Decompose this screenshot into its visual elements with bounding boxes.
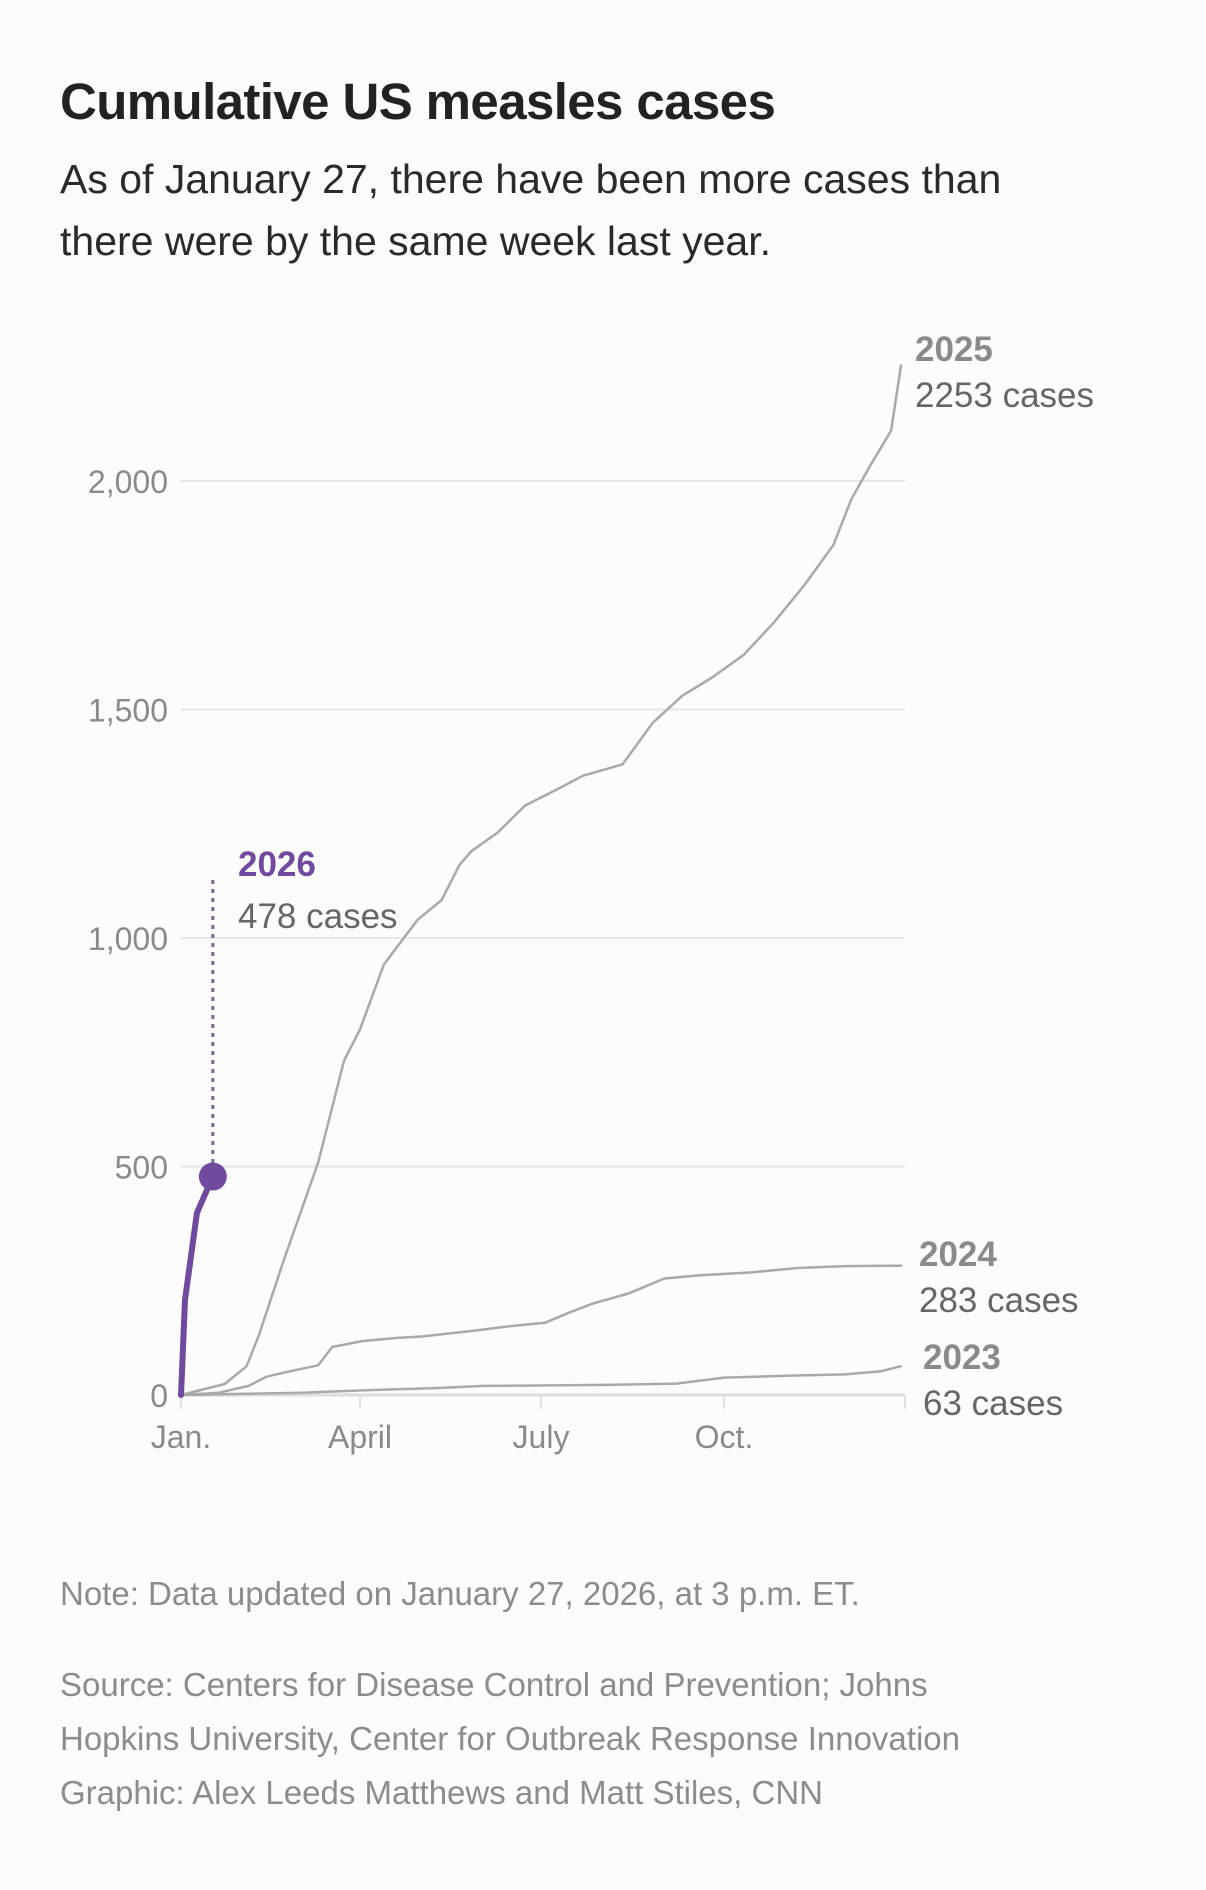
y-tick-label: 0 (150, 1378, 168, 1414)
y-tick-label: 2,000 (88, 464, 168, 500)
series-line-2024 (179, 1264, 903, 1397)
series-year-label: 2026 (238, 845, 316, 884)
latest-value-dot (198, 1162, 227, 1191)
x-tick-label: July (513, 1419, 570, 1455)
series-value-label: 2253 cases (915, 376, 1094, 415)
series-year-label: 2023 (923, 1338, 1001, 1377)
chart-subtitle: As of January 27, there have been more c… (60, 156, 1002, 264)
series-line-2025 (179, 364, 903, 1397)
y-tick-label: 1,000 (88, 921, 168, 957)
series-line-2026 (178, 1173, 216, 1398)
source-line: Source: Centers for Disease Control and … (60, 1666, 928, 1703)
series-value-label: 283 cases (919, 1281, 1079, 1320)
source-credits: Source: Centers for Disease Control and … (60, 1658, 1180, 1820)
note: Note: Data updated on January 27, 2026, … (60, 1575, 860, 1612)
chart-title: Cumulative US measles cases (60, 73, 776, 130)
series-lines (178, 364, 903, 1398)
series-line-2023 (179, 1364, 903, 1397)
series-year-label: 2025 (915, 330, 993, 369)
series-value-label: 63 cases (923, 1384, 1063, 1423)
x-tick-label: Oct. (695, 1419, 754, 1455)
x-tick-label: Jan. (151, 1419, 211, 1455)
series-labels: 2023 63 cases 2024 283 cases 2025 2253 cases 2… (233, 325, 1099, 1428)
y-tick-label: 500 (115, 1150, 168, 1186)
y-tick-label: 1,500 (88, 693, 168, 729)
gridlines (181, 480, 905, 1168)
axes: 0 500 1,000 1,500 2,000 Jan. April July Oct. (88, 464, 906, 1455)
series-year-label: 2024 (919, 1235, 997, 1274)
series-value-label: 478 cases (238, 897, 398, 936)
source-line: Hopkins University, Center for Outbreak … (60, 1720, 960, 1757)
source-line: Graphic: Alex Leeds Matthews and Matt St… (60, 1774, 823, 1811)
x-tick-label: April (328, 1419, 392, 1455)
